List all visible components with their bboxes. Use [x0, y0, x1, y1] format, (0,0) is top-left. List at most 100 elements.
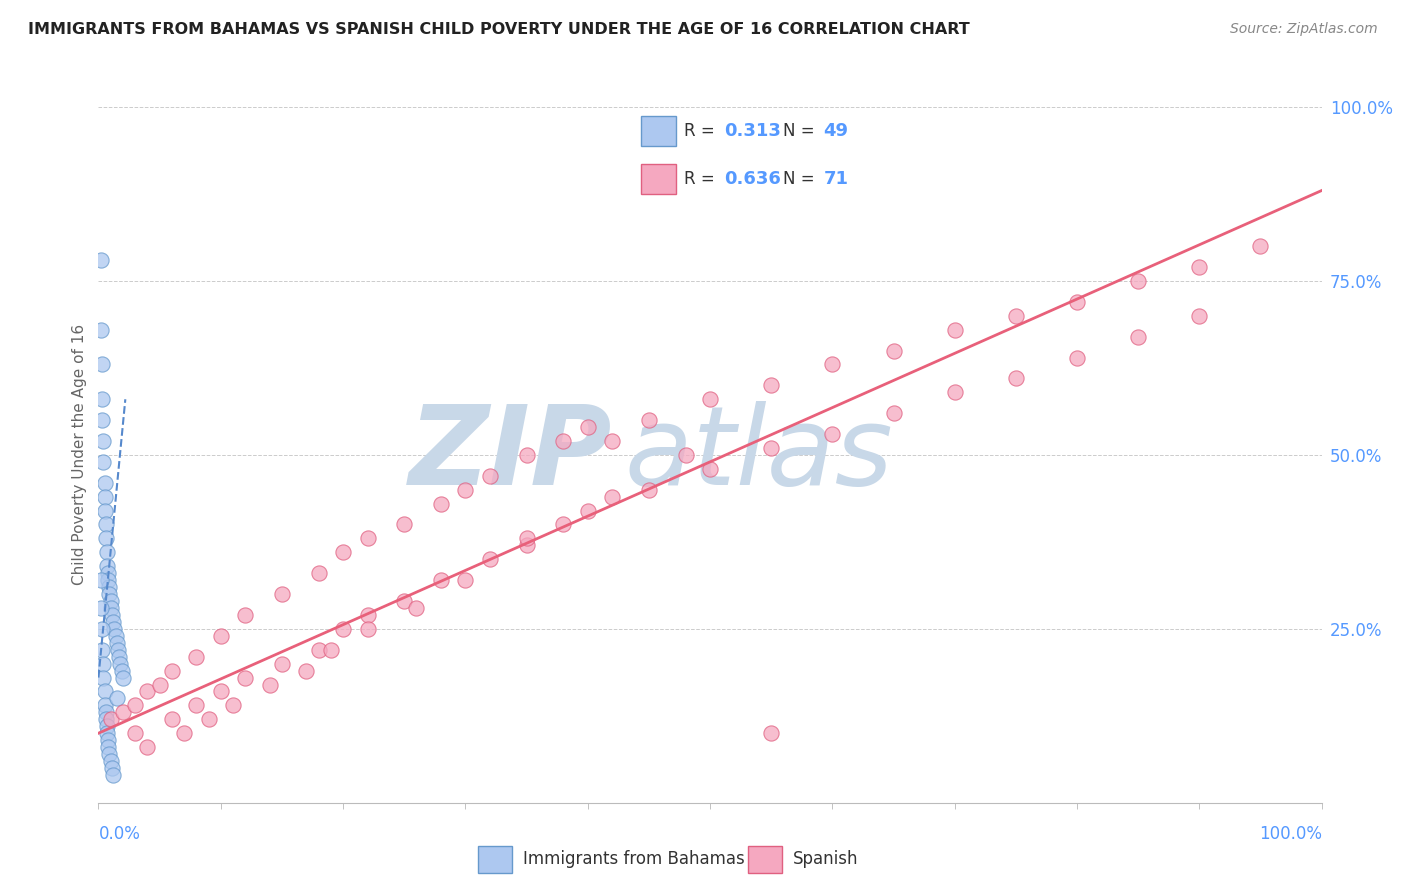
Point: [392, 517, 416, 532]
FancyBboxPatch shape: [641, 116, 675, 146]
Point: [699, 392, 721, 407]
Text: ZIP: ZIP: [409, 401, 612, 508]
Point: [110, 657, 132, 671]
Point: [105, 691, 128, 706]
Point: [356, 532, 378, 546]
Point: [553, 434, 575, 448]
Point: [98, 580, 121, 594]
Point: [209, 684, 232, 698]
Point: [100, 594, 122, 608]
Text: N =: N =: [783, 170, 820, 188]
Text: R =: R =: [683, 170, 720, 188]
Point: [295, 664, 318, 678]
Point: [90, 323, 112, 337]
Point: [96, 559, 118, 574]
Point: [405, 601, 427, 615]
Point: [209, 629, 232, 643]
Point: [96, 545, 118, 559]
Point: [160, 664, 183, 678]
Point: [1249, 239, 1271, 253]
Point: [270, 587, 294, 601]
Text: 71: 71: [824, 170, 849, 188]
Point: [1004, 371, 1026, 385]
Point: [94, 712, 117, 726]
Point: [93, 684, 115, 698]
Point: [124, 698, 146, 713]
Point: [197, 712, 219, 726]
Point: [883, 343, 905, 358]
Point: [259, 677, 281, 691]
Point: [478, 468, 501, 483]
Text: 0.0%: 0.0%: [98, 825, 141, 843]
Point: [100, 754, 122, 768]
Point: [103, 622, 125, 636]
Point: [93, 475, 115, 490]
Point: [1066, 294, 1088, 309]
Point: [91, 434, 114, 448]
Point: [186, 698, 208, 713]
Point: [332, 622, 354, 636]
Point: [90, 573, 112, 587]
Point: [96, 719, 118, 733]
Point: [90, 601, 112, 615]
Text: 0.313: 0.313: [724, 122, 780, 140]
Point: [675, 448, 697, 462]
Point: [943, 323, 966, 337]
Point: [319, 642, 342, 657]
Point: [553, 517, 575, 532]
Point: [101, 615, 124, 629]
Point: [943, 385, 966, 400]
Point: [637, 413, 661, 427]
Point: [454, 483, 477, 497]
Point: [1128, 274, 1150, 288]
Point: [111, 706, 134, 720]
Point: [160, 712, 183, 726]
Point: [91, 413, 114, 427]
Point: [108, 649, 131, 664]
Point: [332, 545, 354, 559]
Point: [515, 532, 537, 546]
Text: 100.0%: 100.0%: [1258, 825, 1322, 843]
Point: [97, 573, 120, 587]
Point: [430, 573, 453, 587]
Text: N =: N =: [783, 122, 820, 140]
Point: [94, 706, 117, 720]
Point: [233, 607, 256, 622]
Point: [94, 532, 117, 546]
Point: [93, 503, 115, 517]
Point: [761, 378, 783, 392]
Point: [111, 671, 134, 685]
Point: [515, 538, 537, 552]
Point: [1004, 309, 1026, 323]
Text: IMMIGRANTS FROM BAHAMAS VS SPANISH CHILD POVERTY UNDER THE AGE OF 16 CORRELATION: IMMIGRANTS FROM BAHAMAS VS SPANISH CHILD…: [28, 22, 970, 37]
Point: [98, 747, 121, 761]
Point: [454, 573, 477, 587]
Point: [136, 684, 159, 698]
Point: [93, 490, 115, 504]
Point: [392, 594, 416, 608]
Point: [600, 490, 623, 504]
Point: [97, 733, 120, 747]
Point: [91, 358, 114, 372]
Point: [233, 671, 256, 685]
Point: [308, 642, 330, 657]
FancyBboxPatch shape: [478, 847, 512, 873]
Point: [576, 503, 599, 517]
Point: [149, 677, 172, 691]
Point: [1188, 309, 1211, 323]
Point: [1188, 260, 1211, 274]
Point: [104, 629, 127, 643]
Point: [97, 740, 120, 755]
Point: [270, 657, 294, 671]
Point: [91, 671, 114, 685]
Point: [173, 726, 195, 740]
Point: [91, 642, 114, 657]
Point: [478, 552, 501, 566]
Point: [761, 441, 783, 455]
FancyBboxPatch shape: [748, 847, 782, 873]
Point: [107, 642, 129, 657]
Point: [111, 664, 134, 678]
Point: [100, 601, 122, 615]
Point: [97, 566, 120, 581]
Point: [186, 649, 208, 664]
